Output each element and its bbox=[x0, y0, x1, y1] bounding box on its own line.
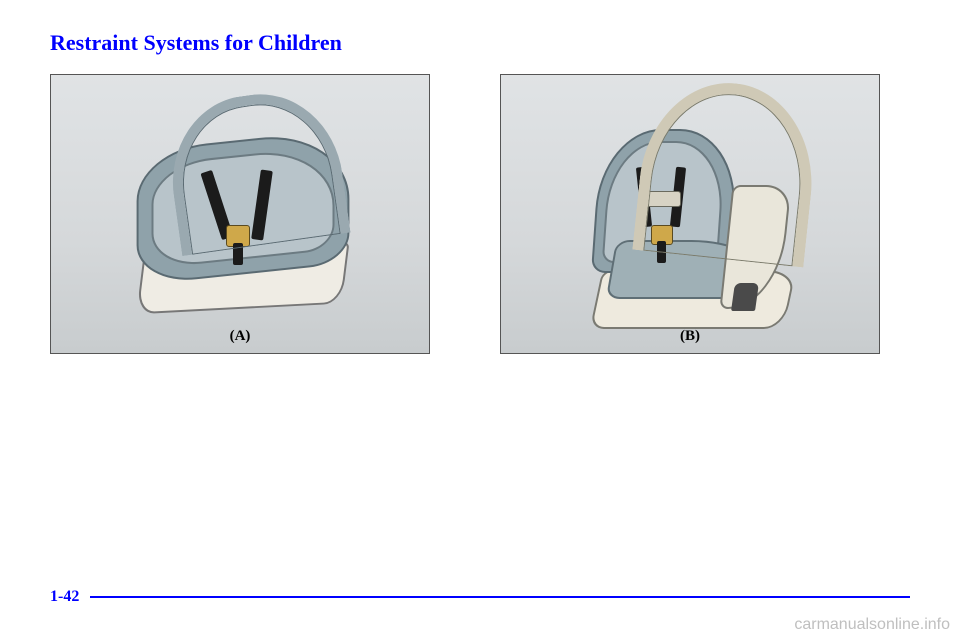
manual-page: Restraint Systems for Children (A) bbox=[0, 0, 960, 640]
figure-b: (B) bbox=[500, 74, 880, 354]
footer-rule bbox=[90, 596, 910, 598]
figure-a-caption: (A) bbox=[51, 328, 429, 345]
figure-b-caption: (B) bbox=[501, 328, 879, 345]
two-column-layout: (A) (B) bbox=[50, 74, 910, 354]
figure-a: (A) bbox=[50, 74, 430, 354]
seat-a-handle bbox=[161, 84, 350, 256]
watermark-text: carmanualsonline.info bbox=[794, 616, 950, 634]
page-number: 1-42 bbox=[50, 588, 79, 606]
section-heading: Restraint Systems for Children bbox=[50, 30, 910, 56]
seat-b-handle bbox=[632, 74, 821, 267]
seat-b-belt-slot bbox=[731, 283, 759, 311]
right-column: (B) bbox=[500, 74, 910, 354]
left-column: (A) bbox=[50, 74, 460, 354]
